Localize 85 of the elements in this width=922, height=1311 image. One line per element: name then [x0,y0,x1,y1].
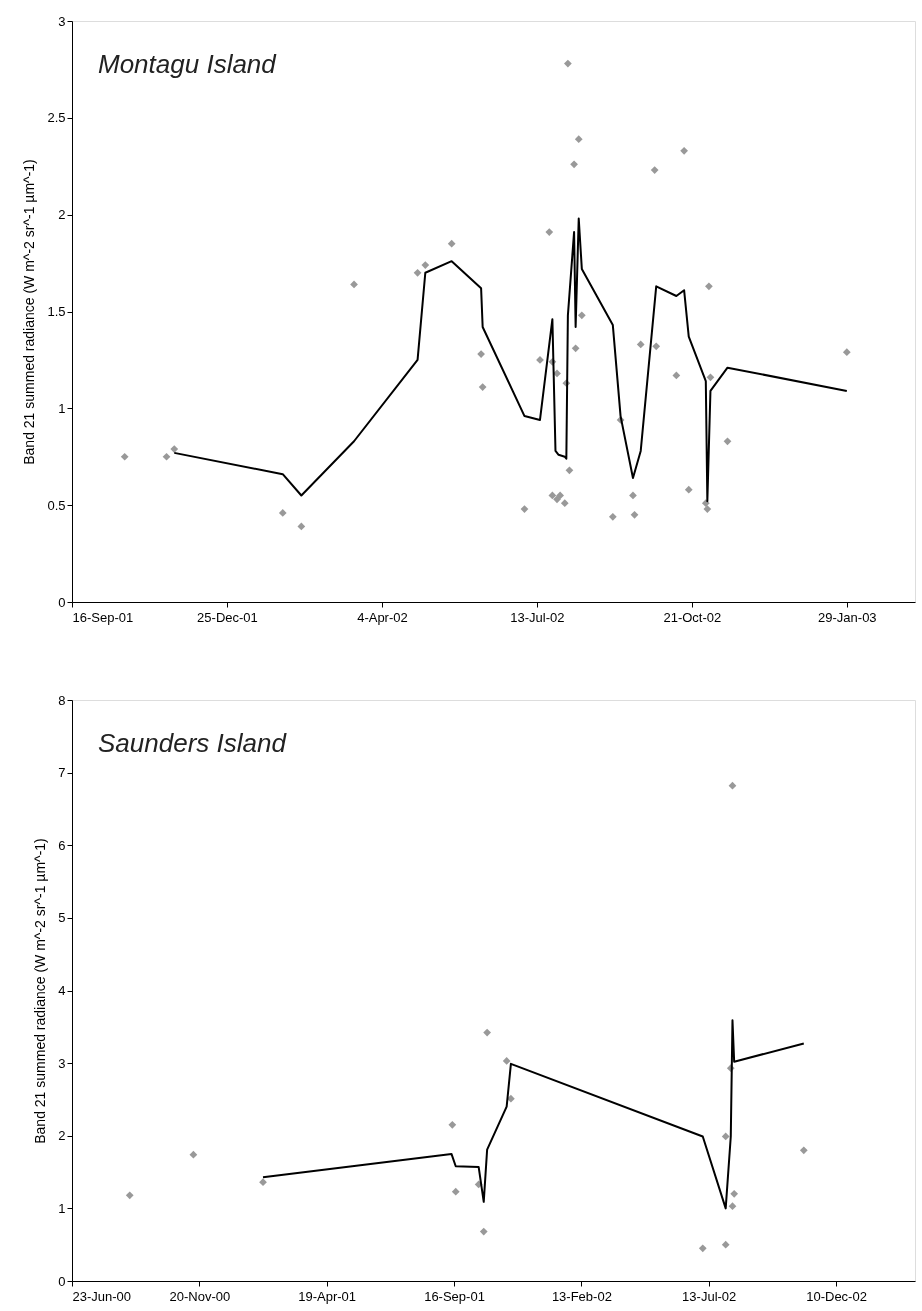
y-axis-title: Band 21 summed radiance (W m^-2 sr^-1 µm^-1) [32,838,49,1144]
y-tick-label: 2 [58,1128,66,1144]
y-tick-label: 2 [58,207,66,223]
point [842,348,851,357]
point [421,261,430,269]
point [259,1178,267,1187]
y-tick-label: 2.5 [47,110,66,126]
point [520,505,529,513]
y-tick-label: 7 [58,765,66,781]
point [170,445,179,453]
point [564,59,572,68]
point [548,491,557,500]
y-tick-label: 8 [58,692,66,708]
y-tick-label: 6 [58,837,66,853]
point [448,1120,457,1129]
point [162,452,171,461]
point [684,485,693,494]
y-tick-label: 0 [58,1273,66,1289]
y-tick-label: 3 [58,13,66,29]
point [413,268,422,277]
x-tick-label: 16-Sep-01 [72,609,134,625]
point [278,509,287,517]
point [297,522,306,531]
x-tick-label: 29-Jan-03 [818,609,877,625]
point [570,160,578,169]
y-tick-label: 3 [58,1055,66,1071]
point [545,228,554,236]
text: Saunders Island [98,728,288,758]
point [630,510,639,519]
point [728,781,737,790]
point [577,311,586,320]
point [483,1028,492,1037]
point [608,512,617,521]
x-tick-label: 25-Dec-01 [197,609,258,625]
point [125,1191,134,1200]
point [447,239,456,248]
point [477,350,485,358]
point [629,491,637,500]
x-tick-label: 13-Feb-02 [551,1288,612,1304]
point [350,280,358,289]
point [507,1094,515,1103]
point [706,373,715,382]
point [650,166,659,174]
point [502,1057,511,1065]
y-tick-label: 1.5 [47,304,66,319]
x-tick-label: 10-Dec-02 [806,1288,867,1304]
point [721,1132,730,1141]
x-tick-label: 19-Apr-01 [298,1288,357,1304]
point [574,135,583,144]
x-tick-label: 13-Jul-02 [682,1288,737,1304]
x-tick-label: 21-Oct-02 [663,609,722,625]
point [636,340,645,349]
x-tick-label: 20-Nov-00 [169,1288,231,1304]
point [120,452,129,461]
point [723,437,732,446]
point [571,344,580,353]
point [799,1146,808,1155]
point [721,1240,730,1249]
point [680,146,688,155]
y-tick-label: 0.5 [47,497,66,513]
y-tick-label: 5 [58,910,66,926]
y-tick-label: 1 [58,1200,66,1216]
y-tick-label: 4 [58,983,66,998]
x-tick-label: 16-Sep-01 [424,1288,485,1304]
point [728,1202,737,1211]
y-axis-title: Band 21 summed radiance (W m^-2 sr^-1 µm^-1) [21,159,38,465]
x-tick-label: 4-Apr-02 [357,609,408,625]
point [560,499,569,508]
point [556,491,565,500]
point [478,383,487,391]
point [189,1150,198,1159]
x-tick-label: 23-Jun-00 [72,1288,132,1304]
point [652,342,661,351]
point [730,1189,739,1198]
point [703,505,712,513]
point [479,1227,488,1236]
y-tick-label: 1 [58,400,66,416]
text: Montagu Island [98,49,278,79]
point [672,371,681,380]
point [451,1187,460,1196]
point [565,466,574,475]
y-tick-label: 0 [58,594,66,610]
point [705,282,713,291]
point [698,1244,707,1253]
x-tick-label: 13-Jul-02 [510,609,565,625]
